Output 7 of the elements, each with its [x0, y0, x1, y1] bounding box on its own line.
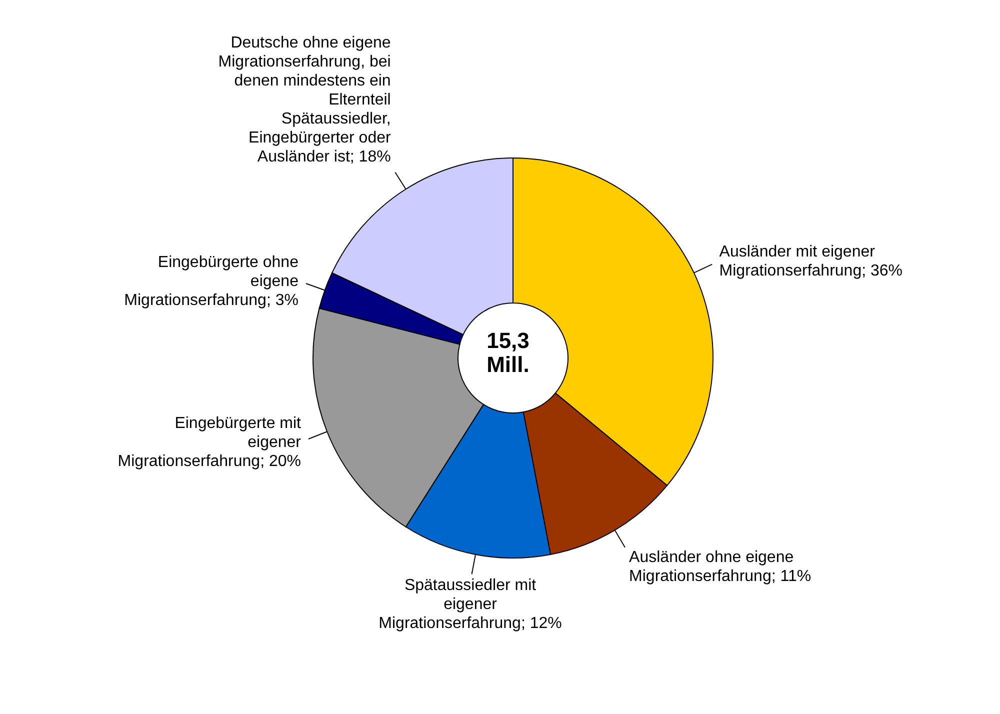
slice-label: Ausländer ohne eigene Migrationserfahrung; 11%	[629, 549, 812, 586]
slice-label: Eingebürgerte mit eigener Migrationserfahrung; 20%	[118, 414, 302, 470]
text: 15,3 Mill.	[486, 328, 530, 377]
slice-label: Deutsche ohne eigene Migrationserfahrung, bei denen mindestens ein Elternteil Spätaussiedler, Eingebürgerter oder Ausländer ist; 18%	[218, 34, 392, 166]
slice-label: Ausländer mit eigener Migrationserfahrung; 36%	[719, 243, 903, 280]
slice-label: Eingebürgerte ohne eigene Migrationserfahrung; 3%	[124, 254, 299, 309]
slice-label: Spätaussiedler mit eigener Migrationserfahrung; 12%	[378, 576, 562, 632]
